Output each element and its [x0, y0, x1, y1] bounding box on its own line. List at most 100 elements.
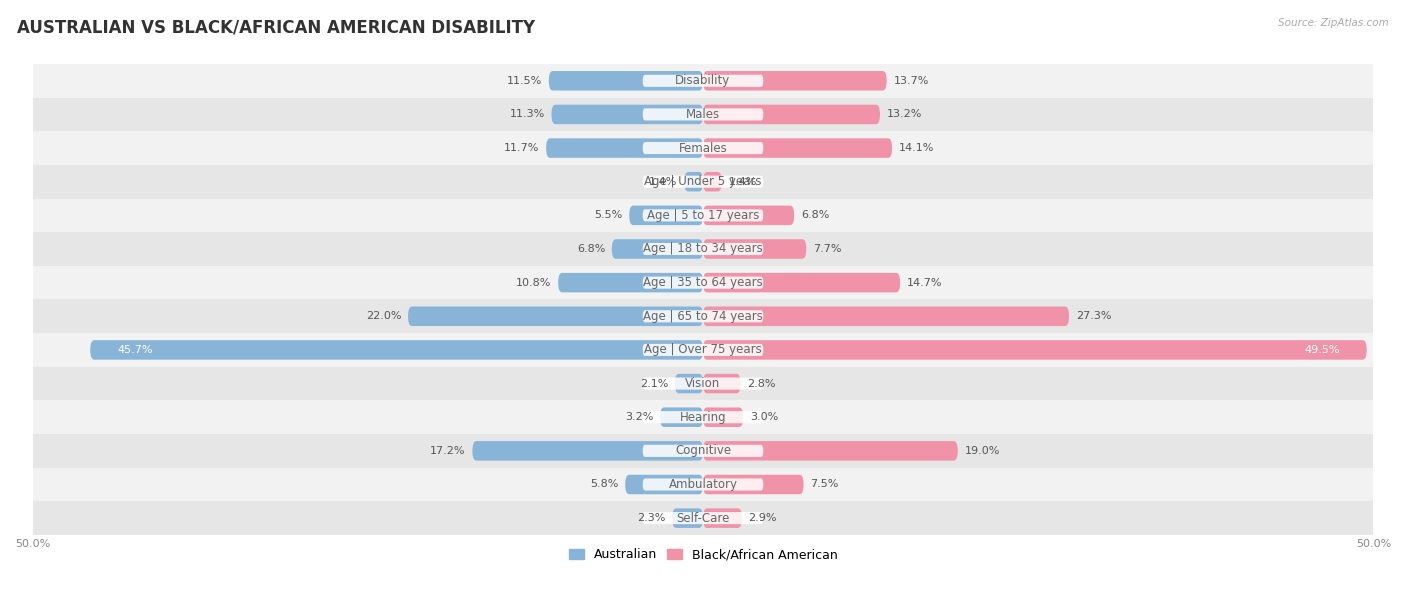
Text: 1.4%: 1.4% — [650, 177, 678, 187]
FancyBboxPatch shape — [685, 172, 703, 192]
Text: 5.8%: 5.8% — [591, 479, 619, 490]
FancyBboxPatch shape — [548, 71, 703, 91]
Text: 10.8%: 10.8% — [516, 278, 551, 288]
Text: 3.0%: 3.0% — [749, 412, 778, 422]
FancyBboxPatch shape — [643, 243, 763, 255]
FancyBboxPatch shape — [551, 105, 703, 124]
FancyBboxPatch shape — [643, 176, 763, 188]
Text: 13.2%: 13.2% — [887, 110, 922, 119]
Text: 14.1%: 14.1% — [898, 143, 934, 153]
Text: 2.1%: 2.1% — [640, 379, 668, 389]
Text: 2.8%: 2.8% — [747, 379, 776, 389]
Text: Age | Under 5 years: Age | Under 5 years — [644, 175, 762, 188]
FancyBboxPatch shape — [703, 509, 742, 528]
Text: Age | 65 to 74 years: Age | 65 to 74 years — [643, 310, 763, 323]
FancyBboxPatch shape — [32, 198, 1374, 232]
FancyBboxPatch shape — [630, 206, 703, 225]
FancyBboxPatch shape — [32, 434, 1374, 468]
FancyBboxPatch shape — [32, 333, 1374, 367]
FancyBboxPatch shape — [643, 344, 763, 356]
Text: Disability: Disability — [675, 74, 731, 88]
Legend: Australian, Black/African American: Australian, Black/African American — [564, 543, 842, 566]
FancyBboxPatch shape — [703, 105, 880, 124]
FancyBboxPatch shape — [32, 400, 1374, 434]
FancyBboxPatch shape — [32, 367, 1374, 400]
FancyBboxPatch shape — [675, 374, 703, 394]
FancyBboxPatch shape — [472, 441, 703, 461]
Text: Age | 18 to 34 years: Age | 18 to 34 years — [643, 242, 763, 255]
FancyBboxPatch shape — [643, 411, 763, 424]
Text: Self-Care: Self-Care — [676, 512, 730, 524]
FancyBboxPatch shape — [703, 239, 806, 259]
Text: Hearing: Hearing — [679, 411, 727, 424]
Text: Ambulatory: Ambulatory — [668, 478, 738, 491]
Text: 45.7%: 45.7% — [117, 345, 153, 355]
FancyBboxPatch shape — [546, 138, 703, 158]
FancyBboxPatch shape — [558, 273, 703, 293]
Text: 11.5%: 11.5% — [506, 76, 543, 86]
Text: Age | 5 to 17 years: Age | 5 to 17 years — [647, 209, 759, 222]
Text: 27.3%: 27.3% — [1076, 312, 1111, 321]
FancyBboxPatch shape — [643, 310, 763, 323]
FancyBboxPatch shape — [703, 475, 804, 494]
Text: 49.5%: 49.5% — [1305, 345, 1340, 355]
Text: 11.7%: 11.7% — [505, 143, 540, 153]
FancyBboxPatch shape — [703, 307, 1069, 326]
FancyBboxPatch shape — [703, 441, 957, 461]
Text: 22.0%: 22.0% — [366, 312, 401, 321]
Text: 13.7%: 13.7% — [893, 76, 929, 86]
FancyBboxPatch shape — [643, 445, 763, 457]
Text: Age | Over 75 years: Age | Over 75 years — [644, 343, 762, 356]
FancyBboxPatch shape — [32, 299, 1374, 333]
Text: 14.7%: 14.7% — [907, 278, 942, 288]
FancyBboxPatch shape — [32, 64, 1374, 97]
Text: 19.0%: 19.0% — [965, 446, 1000, 456]
FancyBboxPatch shape — [643, 75, 763, 87]
FancyBboxPatch shape — [32, 97, 1374, 131]
FancyBboxPatch shape — [672, 509, 703, 528]
Text: 17.2%: 17.2% — [430, 446, 465, 456]
FancyBboxPatch shape — [643, 512, 763, 524]
FancyBboxPatch shape — [703, 172, 721, 192]
Text: Vision: Vision — [685, 377, 721, 390]
FancyBboxPatch shape — [643, 277, 763, 289]
FancyBboxPatch shape — [703, 374, 741, 394]
FancyBboxPatch shape — [32, 266, 1374, 299]
Text: AUSTRALIAN VS BLACK/AFRICAN AMERICAN DISABILITY: AUSTRALIAN VS BLACK/AFRICAN AMERICAN DIS… — [17, 18, 536, 36]
Text: 6.8%: 6.8% — [801, 211, 830, 220]
Text: 2.9%: 2.9% — [748, 513, 778, 523]
FancyBboxPatch shape — [643, 479, 763, 491]
FancyBboxPatch shape — [703, 273, 900, 293]
FancyBboxPatch shape — [703, 408, 744, 427]
Text: 7.7%: 7.7% — [813, 244, 841, 254]
Text: Males: Males — [686, 108, 720, 121]
Text: Source: ZipAtlas.com: Source: ZipAtlas.com — [1278, 18, 1389, 28]
FancyBboxPatch shape — [32, 131, 1374, 165]
FancyBboxPatch shape — [32, 468, 1374, 501]
FancyBboxPatch shape — [703, 71, 887, 91]
FancyBboxPatch shape — [408, 307, 703, 326]
Text: Age | 35 to 64 years: Age | 35 to 64 years — [643, 276, 763, 289]
FancyBboxPatch shape — [703, 340, 1367, 360]
FancyBboxPatch shape — [703, 138, 891, 158]
Text: 2.3%: 2.3% — [637, 513, 665, 523]
FancyBboxPatch shape — [32, 232, 1374, 266]
Text: 7.5%: 7.5% — [810, 479, 838, 490]
Text: 5.5%: 5.5% — [595, 211, 623, 220]
FancyBboxPatch shape — [659, 408, 703, 427]
Text: 6.8%: 6.8% — [576, 244, 605, 254]
FancyBboxPatch shape — [643, 142, 763, 154]
Text: 3.2%: 3.2% — [626, 412, 654, 422]
FancyBboxPatch shape — [32, 501, 1374, 535]
Text: Females: Females — [679, 141, 727, 155]
FancyBboxPatch shape — [90, 340, 703, 360]
Text: Cognitive: Cognitive — [675, 444, 731, 457]
FancyBboxPatch shape — [32, 165, 1374, 198]
FancyBboxPatch shape — [703, 206, 794, 225]
FancyBboxPatch shape — [643, 108, 763, 121]
Text: 11.3%: 11.3% — [509, 110, 544, 119]
FancyBboxPatch shape — [612, 239, 703, 259]
FancyBboxPatch shape — [626, 475, 703, 494]
FancyBboxPatch shape — [643, 209, 763, 222]
FancyBboxPatch shape — [643, 378, 763, 390]
